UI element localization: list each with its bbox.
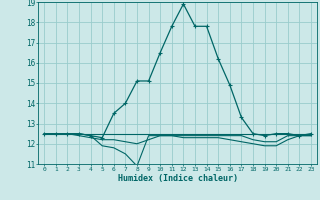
- X-axis label: Humidex (Indice chaleur): Humidex (Indice chaleur): [118, 174, 238, 183]
